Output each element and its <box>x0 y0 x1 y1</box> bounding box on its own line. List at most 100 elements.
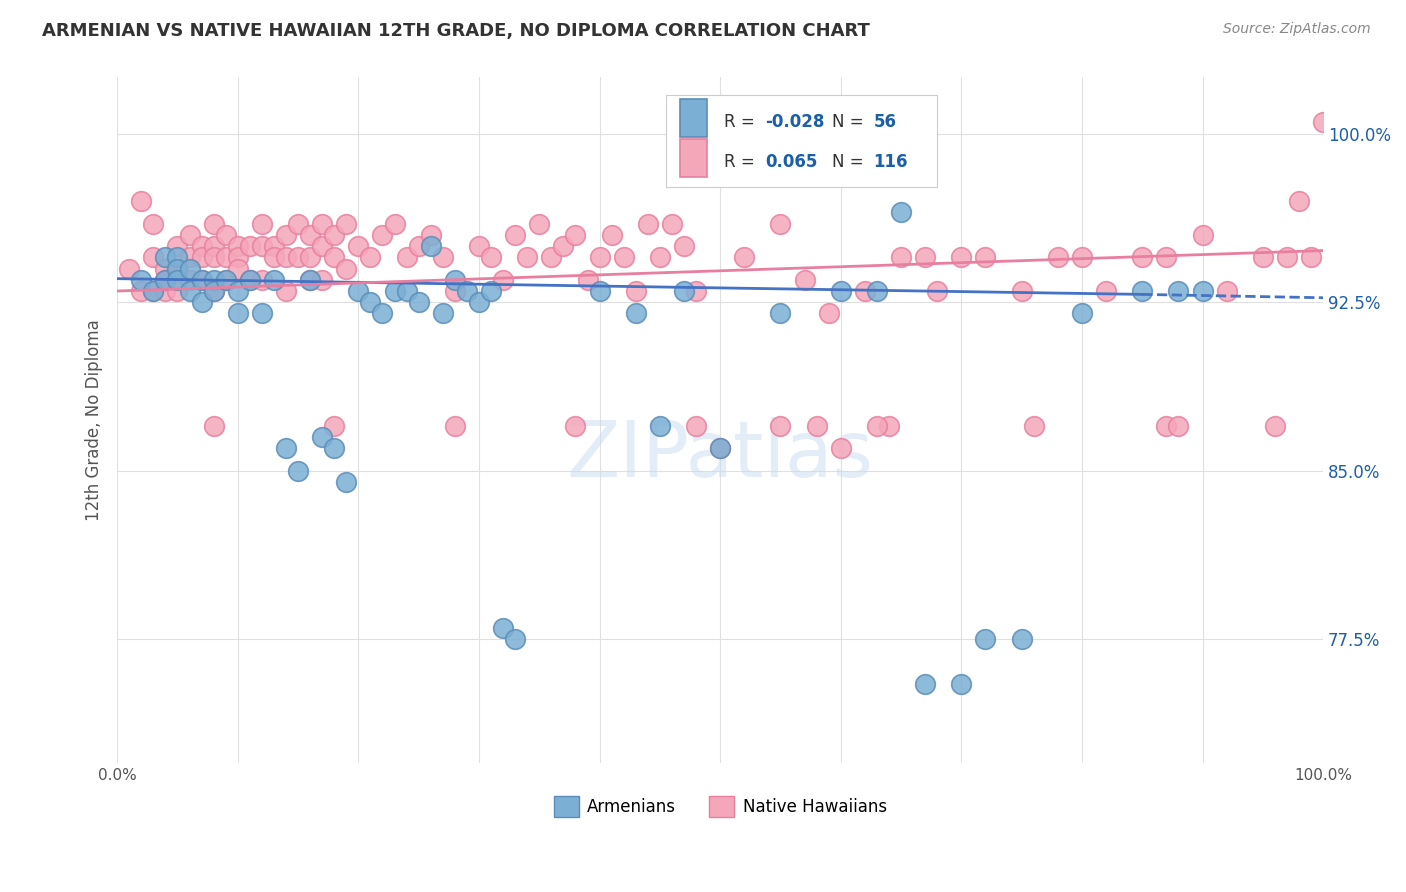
Point <box>1022 418 1045 433</box>
Text: ARMENIAN VS NATIVE HAWAIIAN 12TH GRADE, NO DIPLOMA CORRELATION CHART: ARMENIAN VS NATIVE HAWAIIAN 12TH GRADE, … <box>42 22 870 40</box>
Point <box>347 239 370 253</box>
Point <box>371 306 394 320</box>
Point <box>190 273 212 287</box>
Point <box>613 250 636 264</box>
Point <box>202 284 225 298</box>
Point <box>299 250 322 264</box>
Point <box>371 227 394 242</box>
Text: 56: 56 <box>873 113 896 131</box>
Point <box>685 418 707 433</box>
Point <box>166 284 188 298</box>
Point <box>529 217 551 231</box>
Point <box>637 217 659 231</box>
Point <box>419 227 441 242</box>
Point <box>661 217 683 231</box>
Point <box>709 442 731 456</box>
Point <box>1156 250 1178 264</box>
Point <box>142 284 165 298</box>
Point <box>179 284 201 298</box>
Point <box>793 273 815 287</box>
Point <box>131 284 153 298</box>
Point <box>323 227 346 242</box>
Point <box>250 217 273 231</box>
Text: N =: N = <box>832 113 869 131</box>
Point <box>1215 284 1237 298</box>
Point <box>226 250 249 264</box>
Point <box>299 273 322 287</box>
Point <box>202 217 225 231</box>
Point <box>1288 194 1310 208</box>
Text: 0.065: 0.065 <box>765 153 817 170</box>
Point <box>323 442 346 456</box>
Point <box>974 632 997 647</box>
Text: ZIPatlas: ZIPatlas <box>567 417 873 492</box>
Point <box>866 284 889 298</box>
Point <box>564 418 586 433</box>
Point <box>299 227 322 242</box>
Point <box>1130 250 1153 264</box>
Point <box>274 250 297 264</box>
Point <box>190 295 212 310</box>
Point <box>166 273 188 287</box>
Point <box>202 273 225 287</box>
Point <box>564 227 586 242</box>
FancyBboxPatch shape <box>666 95 938 187</box>
Point <box>179 227 201 242</box>
Y-axis label: 12th Grade, No Diploma: 12th Grade, No Diploma <box>86 319 103 521</box>
Point <box>1156 418 1178 433</box>
Point <box>1264 418 1286 433</box>
Point <box>408 239 430 253</box>
Point <box>250 239 273 253</box>
Point <box>1071 250 1094 264</box>
Point <box>927 284 949 298</box>
Point <box>190 273 212 287</box>
Point <box>215 250 238 264</box>
Point <box>492 621 515 635</box>
Point <box>624 306 647 320</box>
Point <box>142 217 165 231</box>
Point <box>1046 250 1069 264</box>
Point <box>648 250 671 264</box>
Point <box>118 261 141 276</box>
Point <box>444 418 467 433</box>
Point <box>287 217 309 231</box>
Point <box>347 284 370 298</box>
Point <box>468 239 491 253</box>
Point <box>408 295 430 310</box>
Point <box>576 273 599 287</box>
Point <box>890 250 912 264</box>
Point <box>179 273 201 287</box>
Point <box>769 217 792 231</box>
Point <box>142 284 165 298</box>
Point <box>914 677 936 691</box>
Point <box>456 284 478 298</box>
Point <box>359 295 381 310</box>
Point <box>226 284 249 298</box>
Point <box>672 284 695 298</box>
Point <box>1011 632 1033 647</box>
Point <box>226 306 249 320</box>
Point <box>202 418 225 433</box>
Text: R =: R = <box>724 153 765 170</box>
Point <box>806 418 828 433</box>
Point <box>239 273 262 287</box>
Point <box>468 295 491 310</box>
Point <box>648 418 671 433</box>
Point <box>155 284 177 298</box>
Point <box>335 217 357 231</box>
Point <box>323 418 346 433</box>
Point <box>950 250 973 264</box>
Point <box>250 306 273 320</box>
Point <box>287 250 309 264</box>
Point <box>1191 284 1213 298</box>
Point <box>769 418 792 433</box>
Point <box>624 284 647 298</box>
Text: 116: 116 <box>873 153 908 170</box>
Point <box>215 273 238 287</box>
Point <box>1071 306 1094 320</box>
Point <box>540 250 562 264</box>
Point <box>672 239 695 253</box>
Point <box>335 475 357 489</box>
Point <box>166 261 188 276</box>
Point <box>239 239 262 253</box>
